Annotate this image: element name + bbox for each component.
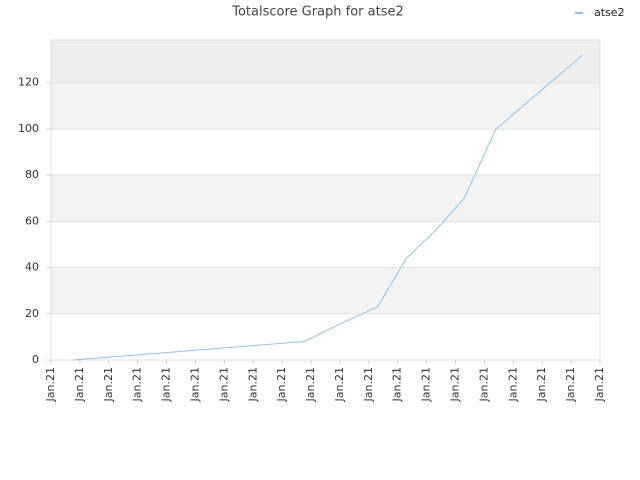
y-tick-label: 60 xyxy=(25,214,39,227)
x-tick-label: Jan.21 xyxy=(44,367,57,402)
chart-title: Totalscore Graph for atse2 xyxy=(231,5,404,20)
grid-band xyxy=(51,82,600,129)
grid-band xyxy=(51,175,600,222)
legend-label: atse2 xyxy=(594,6,625,19)
grid-band xyxy=(51,313,600,360)
x-tick-label: Jan.21 xyxy=(246,367,259,402)
x-tick-label: Jan.21 xyxy=(131,367,144,402)
data-line xyxy=(72,54,583,361)
x-tick-label: Jan.21 xyxy=(564,367,577,402)
y-tick-label: 100 xyxy=(18,122,39,135)
grid-band xyxy=(51,267,600,314)
x-tick-label: Jan.21 xyxy=(275,367,288,402)
x-tick-label: Jan.21 xyxy=(420,367,433,402)
x-tick-label: Jan.21 xyxy=(449,367,462,402)
x-tick-label: Jan.21 xyxy=(304,367,317,402)
x-tick-label: Jan.21 xyxy=(535,367,548,402)
y-tick-label: 20 xyxy=(25,307,39,320)
grid-band xyxy=(51,40,600,83)
x-tick-label: Jan.21 xyxy=(217,367,230,402)
x-tick-label: Jan.21 xyxy=(391,367,404,402)
x-tick-label: Jan.21 xyxy=(362,367,375,402)
x-tick-label: Jan.21 xyxy=(73,367,86,402)
y-tick-label: 0 xyxy=(32,353,39,366)
grid-band xyxy=(51,221,600,268)
plot-border xyxy=(50,39,601,361)
x-tick-label: Jan.21 xyxy=(506,367,519,402)
x-tick-label: Jan.21 xyxy=(188,367,201,402)
x-tick-label: Jan.21 xyxy=(333,367,346,402)
grid-band xyxy=(51,128,600,176)
x-tick-label: Jan.21 xyxy=(160,367,173,402)
x-tick-label: Jan.21 xyxy=(593,367,606,402)
y-tick-label: 120 xyxy=(18,76,39,89)
y-tick-label: 80 xyxy=(25,168,39,181)
x-tick-label: Jan.21 xyxy=(477,367,490,402)
y-tick-label: 40 xyxy=(25,261,39,274)
x-tick-label: Jan.21 xyxy=(102,367,115,402)
